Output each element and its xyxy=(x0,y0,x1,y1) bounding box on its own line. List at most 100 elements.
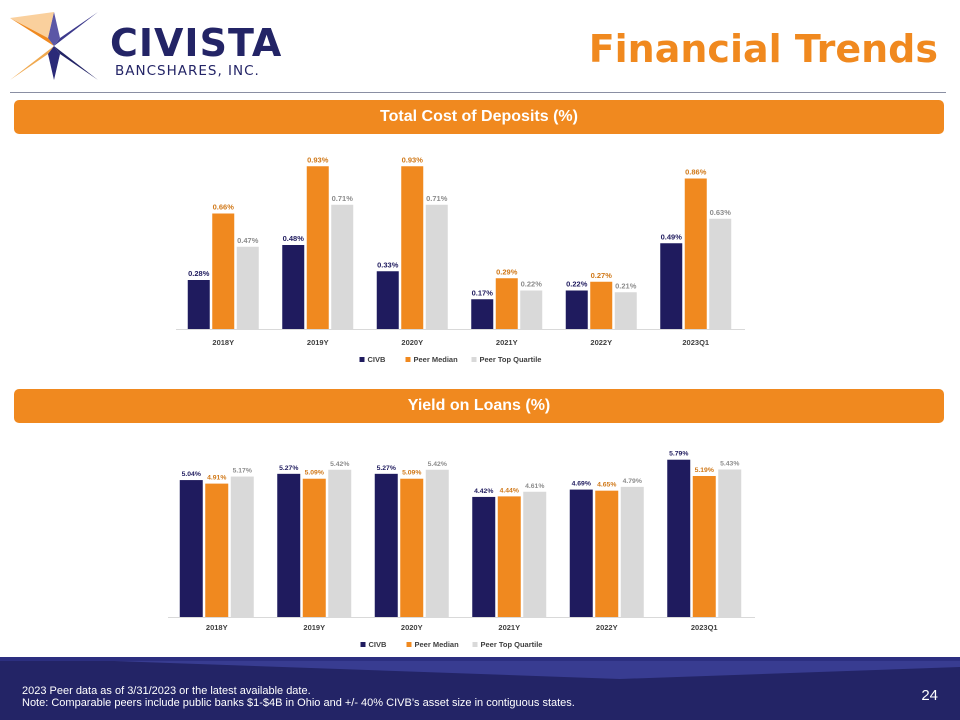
bar xyxy=(425,469,449,617)
x-tick-label: 2022Y xyxy=(590,338,612,347)
data-label: 4.65% xyxy=(597,482,616,489)
data-label: 0.28% xyxy=(188,269,210,278)
bar xyxy=(590,281,613,329)
data-label: 0.48% xyxy=(283,234,305,243)
bar xyxy=(328,469,352,617)
x-tick-label: 2021Y xyxy=(498,623,520,632)
data-label: 5.27% xyxy=(279,465,298,472)
bar xyxy=(306,166,329,329)
legend-label: Peer Median xyxy=(415,640,460,649)
data-label: 0.17% xyxy=(472,288,494,297)
data-label: 5.19% xyxy=(695,467,714,474)
bar xyxy=(595,490,619,617)
x-tick-label: 2023Q1 xyxy=(682,338,709,347)
data-label: 4.69% xyxy=(572,481,591,488)
header-divider xyxy=(10,92,946,93)
data-label: 0.49% xyxy=(661,232,683,241)
footer-note-peers: Note: Comparable peers include public ba… xyxy=(22,697,575,709)
bar xyxy=(569,489,593,617)
civista-logo: CIVISTA BANCSHARES, INC. xyxy=(10,10,281,82)
legend-swatch xyxy=(471,357,477,362)
page-number: 24 xyxy=(921,687,938,704)
x-tick-label: 2019Y xyxy=(303,623,325,632)
data-label: 0.71% xyxy=(426,194,448,203)
bar xyxy=(331,204,354,329)
deposits-banner: Total Cost of Deposits (%) xyxy=(14,100,944,134)
data-label: 4.79% xyxy=(623,478,642,485)
x-tick-label: 2019Y xyxy=(307,338,329,347)
legend-swatch xyxy=(359,357,365,362)
x-tick-label: 2023Q1 xyxy=(691,623,718,632)
data-label: 5.27% xyxy=(377,465,396,472)
bar xyxy=(471,299,494,329)
bar xyxy=(523,491,547,617)
data-label: 0.93% xyxy=(307,155,329,164)
bar xyxy=(667,459,691,617)
bar xyxy=(472,496,496,617)
data-label: 0.21% xyxy=(615,281,637,290)
data-label: 0.47% xyxy=(237,236,259,245)
data-label: 4.42% xyxy=(474,488,493,495)
x-tick-label: 2020Y xyxy=(401,623,423,632)
page-title: Financial Trends xyxy=(588,27,938,71)
data-label: 5.09% xyxy=(402,470,421,477)
civista-star-icon xyxy=(10,12,98,80)
legend-swatch xyxy=(360,642,366,647)
legend-label: Peer Top Quartile xyxy=(481,640,543,649)
bar xyxy=(692,476,716,617)
footer-note-peer-date: 2023 Peer data as of 3/31/2023 or the la… xyxy=(22,685,311,697)
data-label: 4.91% xyxy=(207,475,226,482)
x-tick-label: 2018Y xyxy=(206,623,228,632)
legend-swatch xyxy=(472,642,478,647)
bar xyxy=(277,473,301,617)
data-label: 4.61% xyxy=(525,483,544,490)
bar xyxy=(495,278,518,329)
data-label: 0.86% xyxy=(685,168,707,177)
logo-subtitle: BANCSHARES, INC. xyxy=(115,63,260,79)
bar xyxy=(302,478,326,617)
bar xyxy=(179,480,203,617)
data-label: 4.44% xyxy=(500,487,519,494)
data-label: 0.22% xyxy=(521,280,543,289)
bar xyxy=(684,178,707,329)
data-label: 5.04% xyxy=(182,471,201,478)
legend-label: Peer Median xyxy=(414,355,459,364)
data-label: 0.29% xyxy=(496,267,518,276)
data-label: 5.43% xyxy=(720,460,739,467)
legend-swatch xyxy=(405,357,411,362)
legend-label: CIVB xyxy=(368,355,387,364)
bar xyxy=(614,292,637,329)
bar xyxy=(718,469,742,617)
bar xyxy=(660,243,683,329)
legend-swatch xyxy=(406,642,412,647)
legend-label: Peer Top Quartile xyxy=(480,355,542,364)
bar xyxy=(230,476,254,617)
footer-band xyxy=(0,657,960,720)
bar xyxy=(425,204,448,329)
x-tick-label: 2020Y xyxy=(401,338,423,347)
bar xyxy=(205,483,229,617)
bar xyxy=(620,486,644,617)
bar xyxy=(187,280,210,329)
data-label: 5.17% xyxy=(233,468,252,475)
data-label: 5.42% xyxy=(428,461,447,468)
loans-banner: Yield on Loans (%) xyxy=(14,389,944,423)
bar xyxy=(565,290,588,329)
logo-name: CIVISTA xyxy=(110,21,283,65)
data-label: 5.42% xyxy=(330,461,349,468)
data-label: 0.22% xyxy=(566,280,588,289)
bar xyxy=(497,496,521,617)
legend-label: CIVB xyxy=(369,640,388,649)
bar xyxy=(282,245,305,329)
bar xyxy=(400,478,424,617)
data-label: 5.79% xyxy=(669,451,688,458)
data-label: 5.09% xyxy=(305,470,324,477)
x-tick-label: 2018Y xyxy=(212,338,234,347)
x-tick-label: 2022Y xyxy=(596,623,618,632)
x-tick-label: 2021Y xyxy=(496,338,518,347)
data-label: 0.33% xyxy=(377,260,399,269)
bar xyxy=(520,290,543,329)
bar xyxy=(401,166,424,329)
bar xyxy=(374,473,398,617)
